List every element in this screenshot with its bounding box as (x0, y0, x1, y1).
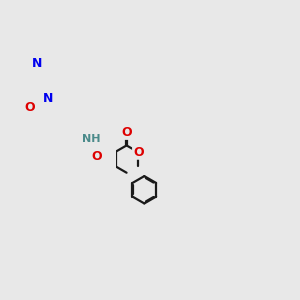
Text: O: O (25, 100, 35, 113)
Text: O: O (91, 150, 102, 163)
Text: N: N (43, 92, 53, 105)
Text: O: O (133, 146, 144, 159)
Text: O: O (121, 126, 132, 139)
Text: NH: NH (82, 134, 100, 144)
Text: N: N (32, 57, 42, 70)
